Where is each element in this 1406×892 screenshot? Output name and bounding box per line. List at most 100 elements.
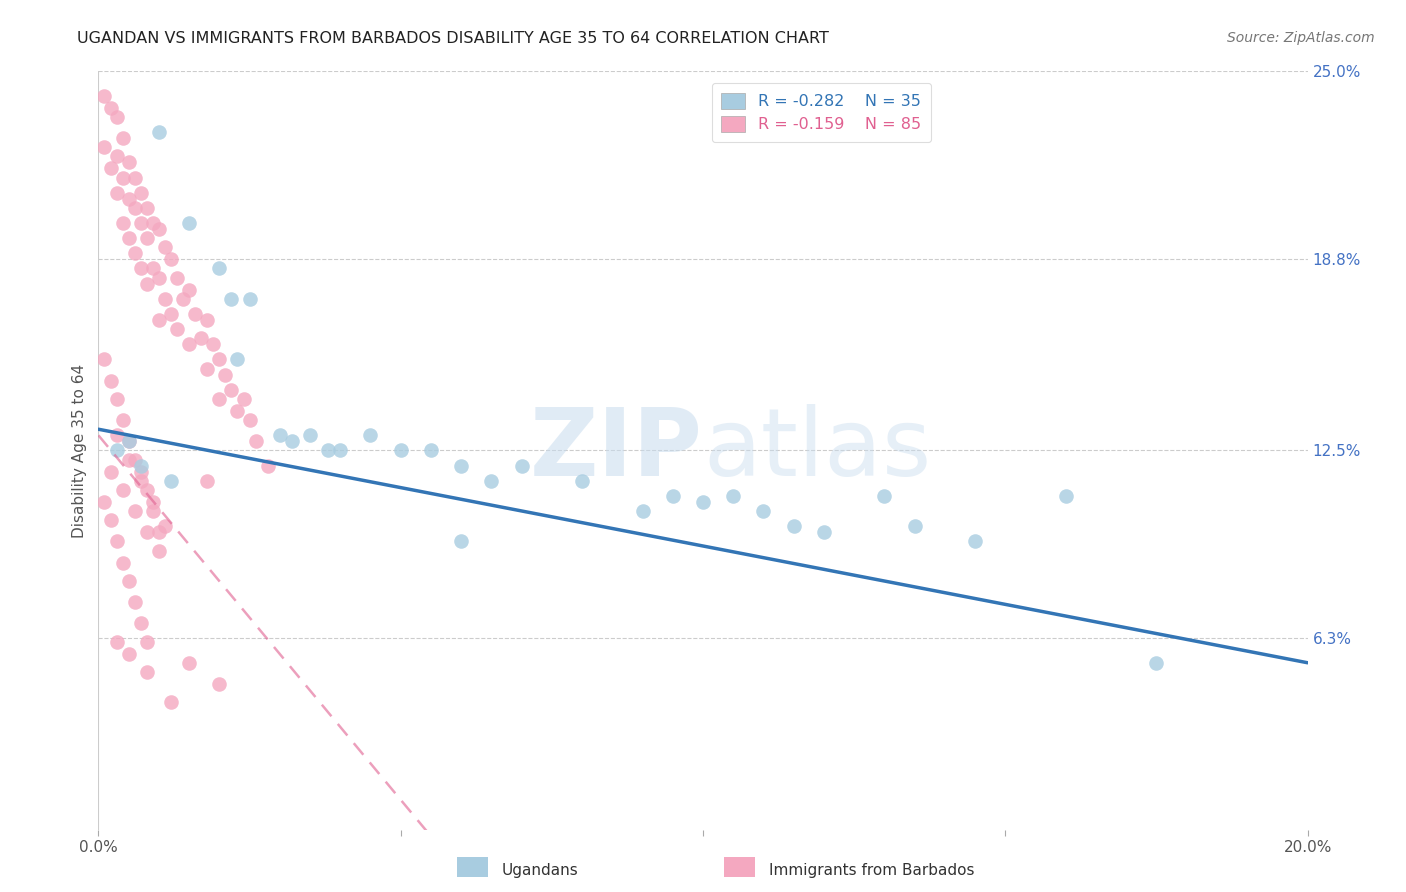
Point [105,534,128,549]
Point [208,352,231,367]
Point [232,392,254,406]
Point [1054,489,1077,503]
Point [631,504,654,518]
Point [420,443,443,458]
Point [208,677,231,691]
Point [93,140,115,154]
Point [111,216,134,230]
Point [360,428,382,442]
Point [148,543,170,558]
Point [239,413,262,427]
Point [153,292,176,306]
Point [100,513,122,527]
Point [105,428,128,442]
Text: Source: ZipAtlas.com: Source: ZipAtlas.com [1227,31,1375,45]
Point [226,404,249,418]
Point [389,443,412,458]
Point [124,201,146,215]
Text: Immigrants from Barbados: Immigrants from Barbados [769,863,974,878]
Point [904,519,927,533]
Point [481,474,503,488]
Point [661,489,683,503]
Point [221,383,243,397]
Point [148,313,170,327]
Point [111,170,134,185]
Point [129,458,152,473]
Point [172,292,194,306]
Point [153,519,176,533]
Point [153,240,176,254]
Point [160,474,183,488]
Point [124,595,146,609]
Point [124,504,146,518]
Point [256,458,278,473]
Point [783,519,806,533]
Point [208,261,231,276]
Point [100,101,122,115]
Point [118,574,141,588]
Point [142,216,165,230]
Point [142,504,165,518]
Point [195,313,218,327]
Point [100,465,122,479]
Point [118,155,141,169]
Point [195,361,218,376]
Point [873,489,896,503]
Point [105,110,128,124]
Text: UGANDAN VS IMMIGRANTS FROM BARBADOS DISABILITY AGE 35 TO 64 CORRELATION CHART: UGANDAN VS IMMIGRANTS FROM BARBADOS DISA… [77,31,830,46]
Point [692,495,714,509]
Point [93,495,115,509]
Legend: R = -0.282    N = 35, R = -0.159    N = 85: R = -0.282 N = 35, R = -0.159 N = 85 [711,83,931,142]
Point [148,222,170,236]
Point [1144,656,1167,670]
Point [571,474,593,488]
Point [142,495,165,509]
Point [179,283,201,297]
Point [190,331,212,345]
Point [179,337,201,351]
Point [148,125,170,139]
Point [202,337,225,351]
Point [195,474,218,488]
Point [142,261,165,276]
Point [179,656,201,670]
Point [239,292,262,306]
Point [184,307,207,321]
Y-axis label: Disability Age 35 to 64: Disability Age 35 to 64 [72,363,87,538]
Point [111,483,134,497]
Point [813,525,835,540]
Point [111,131,134,145]
Point [105,186,128,200]
Point [100,161,122,176]
Point [129,186,152,200]
Point [450,458,472,473]
Point [208,392,231,406]
Point [118,192,141,206]
Point [118,452,141,467]
Point [135,277,157,291]
Point [124,246,146,260]
Point [135,634,157,648]
Point [135,665,157,679]
Point [510,458,533,473]
Point [129,216,152,230]
Point [148,270,170,285]
Point [118,231,141,245]
Point [226,352,249,367]
Point [160,695,183,709]
Point [214,368,236,382]
Point [118,647,141,661]
Point [111,556,134,570]
Point [135,483,157,497]
Point [160,307,183,321]
Point [118,434,141,449]
Point [105,634,128,648]
Point [105,149,128,163]
Point [148,525,170,540]
Point [129,261,152,276]
Text: Ugandans: Ugandans [502,863,579,878]
Point [221,292,243,306]
Point [752,504,775,518]
Point [179,216,201,230]
Point [281,434,304,449]
